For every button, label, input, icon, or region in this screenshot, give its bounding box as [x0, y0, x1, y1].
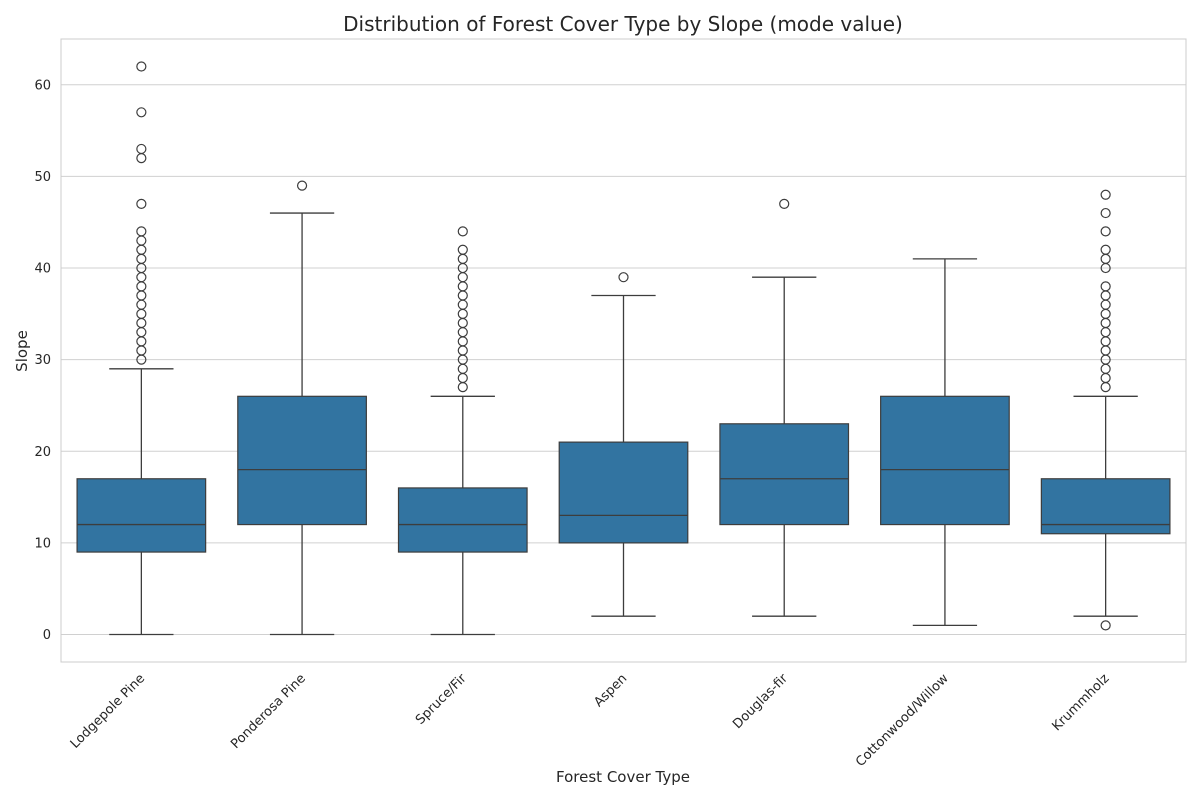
outlier-point — [136, 107, 147, 118]
box-group — [397, 226, 528, 636]
iqr-box — [76, 478, 207, 553]
box-group — [1040, 189, 1171, 631]
iqr-box — [397, 487, 528, 553]
box-group — [237, 180, 367, 636]
box-group — [558, 272, 689, 617]
y-tick-label: 50 — [34, 170, 51, 185]
iqr-box — [237, 395, 367, 526]
y-axis-label: Slope — [13, 330, 31, 372]
outlier-point — [1100, 620, 1111, 631]
outlier-point — [136, 198, 147, 210]
box-group — [719, 198, 850, 617]
y-tick-labels: 0 10 20 30 40 50 60 — [34, 78, 51, 643]
iqr-box — [719, 423, 850, 526]
iqr-box — [1040, 478, 1171, 535]
outlier-point — [1100, 244, 1111, 255]
y-tick-label: 60 — [34, 78, 51, 93]
outlier-point — [296, 180, 308, 191]
chart-title: Distribution of Forest Cover Type by Slo… — [343, 12, 903, 36]
outlier-point — [136, 143, 147, 155]
outlier-point — [1100, 207, 1111, 219]
y-tick-label: 30 — [34, 353, 51, 368]
iqr-box — [880, 395, 1010, 526]
x-axis-label: Forest Cover Type — [556, 768, 690, 786]
y-tick-label: 10 — [34, 536, 51, 551]
outlier-point — [136, 226, 147, 237]
outlier-point — [779, 198, 790, 210]
box-group — [880, 258, 1010, 627]
outlier-point — [457, 226, 468, 237]
iqr-box — [558, 441, 689, 544]
outlier-point — [1100, 281, 1111, 292]
outlier-point — [618, 272, 629, 283]
outlier-point — [136, 61, 147, 72]
plot-frame — [60, 38, 1187, 663]
y-tick-label: 20 — [34, 445, 51, 460]
y-tick-label: 40 — [34, 262, 51, 277]
outlier-point — [457, 244, 468, 255]
box-group — [76, 61, 207, 636]
y-tick-label: 0 — [43, 628, 51, 643]
boxes — [76, 61, 1171, 636]
outlier-point — [1100, 189, 1111, 200]
outlier-point — [1100, 226, 1111, 237]
